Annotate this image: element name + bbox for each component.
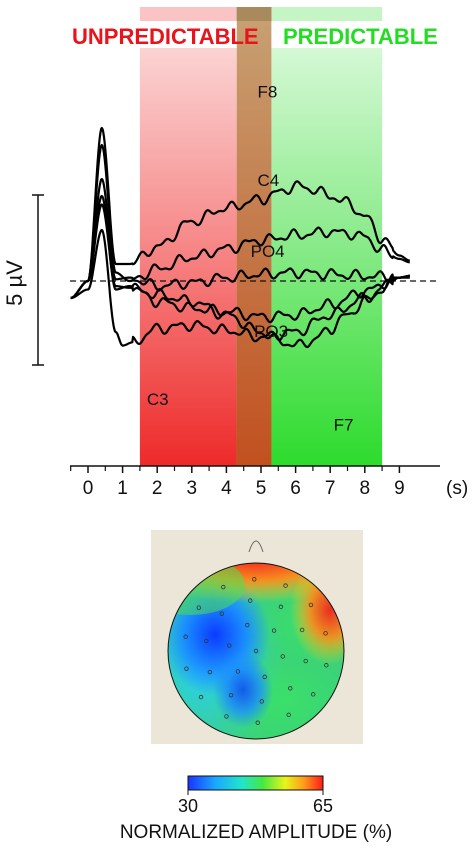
electrode-dot — [255, 720, 260, 725]
electrode-dot — [204, 638, 209, 644]
electrode-dot — [227, 643, 232, 648]
electrode-dot — [286, 712, 291, 718]
electrode-dot — [207, 669, 213, 675]
channel-label-c4: C4 — [258, 171, 280, 190]
x-tick-label: 5 — [256, 478, 267, 499]
trace-c3 — [70, 228, 411, 347]
electrode-dot — [271, 628, 277, 633]
electrode-dot — [288, 686, 293, 691]
scale-bar-label: 5 µV — [2, 260, 27, 306]
x-axis: 0 1 2 3 4 5 6 7 8 9 — [70, 465, 440, 499]
electrode-dot — [198, 694, 204, 700]
amplitude-scale-bar: 5 µV — [2, 194, 44, 366]
x-tick-label: 3 — [187, 478, 198, 499]
electrode-dot — [310, 692, 316, 697]
trace-f7 — [70, 203, 411, 349]
x-tick-label: 4 — [221, 478, 232, 499]
unpredictable-label: UNPREDICTABLE — [72, 24, 259, 49]
trace-po3 — [70, 194, 411, 324]
colorbar-title: NORMALIZED AMPLITUDE (%) — [120, 822, 392, 843]
electrode-dot — [196, 605, 202, 610]
nose-icon — [248, 540, 264, 553]
electrode-dot — [278, 604, 284, 610]
electrode-dot — [303, 658, 308, 664]
x-tick-label: 1 — [117, 478, 128, 499]
electrode-dot — [262, 674, 267, 680]
x-unit-label: (s) — [446, 478, 468, 499]
channel-label-c3: C3 — [147, 390, 169, 409]
electrode-dot — [221, 584, 226, 590]
x-tick-label: 9 — [394, 478, 405, 499]
electrode-dot — [248, 598, 253, 603]
electrode-dot — [283, 583, 288, 588]
electrode-dot — [280, 654, 285, 659]
channel-label-f7: F7 — [334, 416, 354, 435]
period-bands — [139, 7, 383, 466]
x-tick-label: 7 — [325, 478, 336, 499]
electrode-dot — [259, 699, 264, 704]
channel-labels: F8 C4 PO4 PO3 F7 C3 — [147, 82, 354, 434]
period-header-band — [236, 7, 383, 21]
electrode-sites — [183, 577, 329, 725]
electrode-dot — [308, 602, 314, 608]
trace-po4 — [70, 177, 411, 300]
x-tick-label: 2 — [152, 478, 163, 499]
x-tick-label: 0 — [83, 478, 94, 499]
electrode-dot — [253, 648, 259, 654]
colorbar-max-label: 65 — [313, 796, 333, 816]
trace-c4 — [70, 143, 411, 300]
colorbar-min-label: 30 — [178, 796, 198, 816]
electrode-dot — [252, 577, 257, 582]
x-tick-label: 6 — [290, 478, 301, 499]
topography-map — [151, 530, 363, 744]
electrode-dot — [224, 714, 229, 719]
predictable-label: PREDICTABLE — [283, 24, 438, 49]
electrode-dot — [183, 634, 188, 639]
trace-f8 — [70, 126, 411, 300]
period-header-overlap — [236, 7, 272, 21]
electrode-dot — [219, 611, 224, 616]
electrode-dot — [184, 666, 189, 671]
colorbar: 30 65 NORMALIZED AMPLITUDE (%) — [120, 775, 392, 843]
electrode-dot — [245, 622, 250, 628]
electrode-dot — [299, 627, 305, 633]
channel-label-f8: F8 — [258, 82, 278, 101]
eeg-traces — [70, 126, 411, 349]
channel-label-po3: PO3 — [254, 322, 288, 341]
electrode-dot — [228, 692, 234, 698]
electrode-dot — [324, 663, 329, 668]
electrode-dot — [235, 669, 241, 674]
electrode-dot — [323, 631, 328, 636]
colorbar-gradient — [187, 775, 324, 791]
head-outline — [167, 562, 345, 740]
x-tick-label: 8 — [360, 478, 371, 499]
channel-label-po4: PO4 — [251, 242, 285, 261]
